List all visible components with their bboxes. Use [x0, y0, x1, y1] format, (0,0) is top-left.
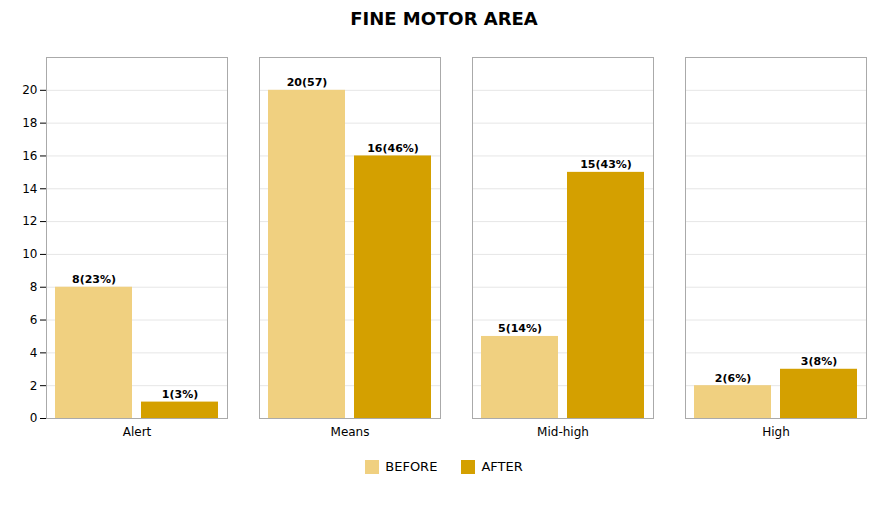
- svg-text:1(3%): 1(3%): [162, 388, 198, 401]
- svg-text:2(6%): 2(6%): [715, 372, 751, 385]
- html-text:FINE MOTOR AREA: FINE MOTOR AREA: [350, 8, 538, 29]
- svg-text:10: 10: [22, 247, 37, 261]
- svg-text:20(57): 20(57): [287, 76, 328, 89]
- svg-text:0: 0: [30, 411, 38, 425]
- svg-text:8: 8: [30, 280, 38, 294]
- html-text:BEFORE: BEFORE: [385, 459, 438, 474]
- svg-text:Alert: Alert: [123, 425, 152, 439]
- svg-text:14: 14: [22, 182, 37, 196]
- svg-text:16(46%): 16(46%): [367, 142, 419, 155]
- svg-text:2: 2: [30, 379, 38, 393]
- svg-text:4: 4: [30, 346, 38, 360]
- svg-text:6: 6: [30, 313, 38, 327]
- svg-text:15(43%): 15(43%): [580, 158, 632, 171]
- svg-text:12: 12: [22, 214, 37, 228]
- svg-text:8(23%): 8(23%): [72, 273, 116, 286]
- html-text:AFTER: AFTER: [481, 459, 523, 474]
- svg-text:20: 20: [22, 83, 37, 97]
- svg-text:18: 18: [22, 116, 37, 130]
- svg-text:16: 16: [22, 149, 37, 163]
- svg-text:5(14%): 5(14%): [498, 322, 542, 335]
- svg-text:Mid-high: Mid-high: [537, 425, 589, 439]
- svg-text:3(8%): 3(8%): [801, 355, 837, 368]
- svg-text:Means: Means: [331, 425, 370, 439]
- svg-text:High: High: [762, 425, 790, 439]
